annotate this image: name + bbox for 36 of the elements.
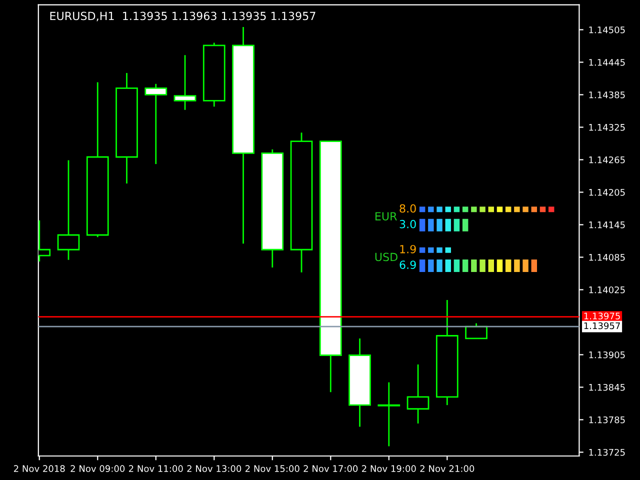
x-tick-label: 2 Nov 2018: [14, 465, 65, 472]
y-tick-label: 1.14205: [589, 188, 625, 196]
candlestick: [174, 54, 196, 111]
y-tick-label: 1.14385: [589, 91, 625, 98]
candlestick: [406, 364, 430, 424]
x-tick-label: 2 Nov 09:00: [70, 465, 125, 472]
y-tick-label: 1.14265: [589, 156, 625, 164]
candlestick: [144, 83, 168, 165]
x-tick-label: 2 Nov 13:00: [187, 465, 242, 472]
data-label: 3.0: [400, 220, 416, 228]
ref-line-label: 1.13957: [584, 322, 620, 330]
candlestick: [57, 160, 80, 261]
candlestick: [378, 382, 400, 447]
ref-line-label: 1.13975: [584, 312, 620, 320]
y-tick-label: 1.14025: [589, 286, 625, 294]
y-tick-label: 1.13725: [589, 448, 625, 456]
x-tick-label: 2 Nov 11:00: [128, 465, 183, 472]
y-tick-label: 1.14145: [589, 222, 625, 228]
category-label: USD: [375, 252, 398, 262]
data-label: 6.9: [400, 260, 416, 269]
y-tick-label: 1.14445: [589, 59, 625, 66]
candlestick: [465, 322, 488, 340]
y-tick-label: 1.13785: [589, 416, 625, 424]
y-tick-label: 1.13845: [589, 384, 625, 391]
y-tick-label: 1.14085: [589, 254, 625, 261]
text: EURUSD,H1 1.13935 1.13963 1.13935 1.13957: [50, 12, 316, 22]
x-tick-label: 2 Nov 19:00: [362, 465, 416, 472]
y-tick-label: 1.14325: [589, 124, 625, 131]
data-label: 1.9: [400, 244, 416, 254]
y-tick-label: 1.14505: [589, 26, 625, 34]
x-tick-label: 2 Nov 21:00: [420, 465, 474, 472]
x-tick-label: 2 Nov 15:00: [245, 465, 300, 472]
data-label: 8.0: [400, 204, 416, 213]
y-tick-label: 1.13905: [589, 351, 625, 358]
category-label: EUR: [375, 212, 397, 220]
x-tick-label: 2 Nov 17:00: [304, 465, 358, 472]
